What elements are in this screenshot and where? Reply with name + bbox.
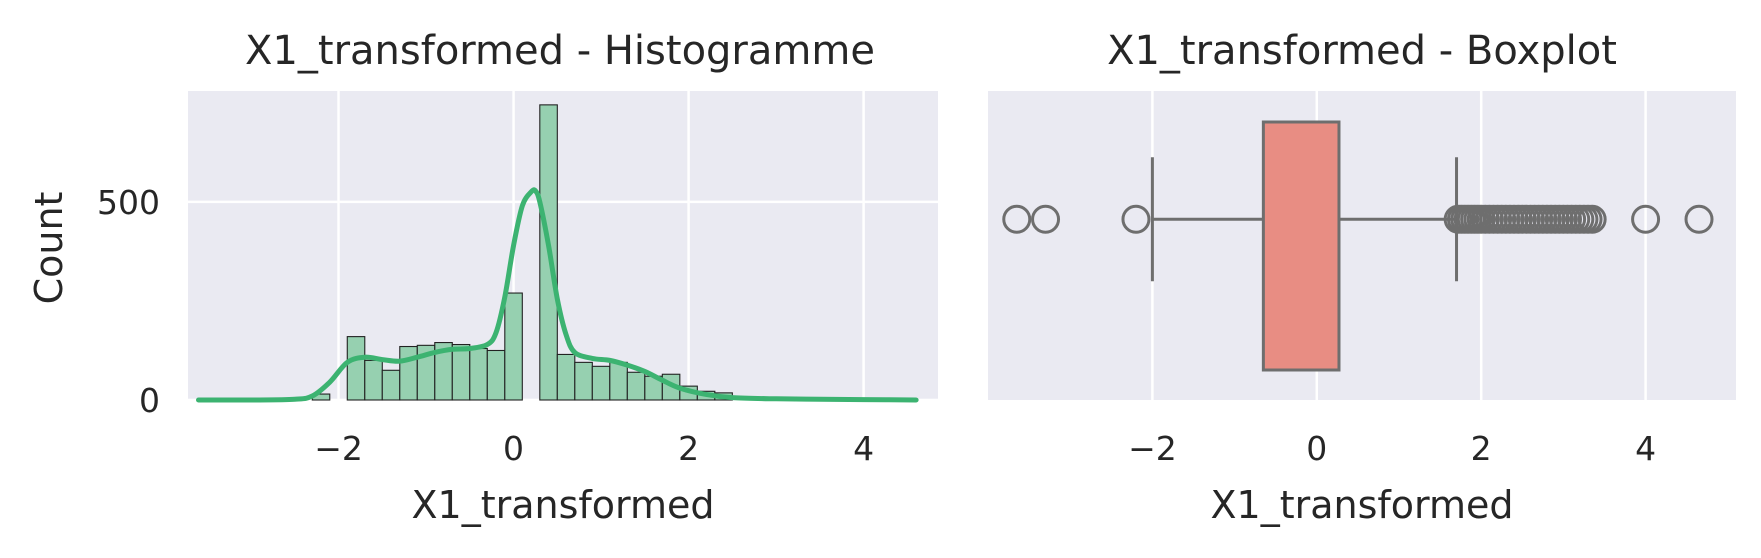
outlier-point: [1031, 204, 1061, 234]
outlier-point: [1631, 204, 1661, 234]
boxplot-plot-area: [988, 91, 1736, 400]
histogram-title: X1_transformed - Histogramme: [245, 28, 875, 74]
histogram-bar: [504, 292, 523, 401]
histogram-y-ticks: 0 500: [97, 183, 160, 420]
histogram-x-tick-label: 2: [678, 429, 699, 468]
histogram-bar: [486, 349, 506, 401]
boxplot-outliers: [1002, 204, 1714, 234]
histogram-bar: [381, 369, 401, 401]
histogram-bar: [626, 371, 646, 401]
boxplot-chart: X1_transformed - Boxplot −2 0 2 4 X1_transf…: [988, 28, 1736, 527]
histogram-chart: X1_transformed - Histogramme −2 0 2 4 0500 …: [27, 28, 938, 527]
histogram-y-tick-label: 0: [139, 381, 160, 420]
boxplot-x-tick-label: 2: [1471, 429, 1492, 468]
histogram-x-ticks: −2 0 2 4: [314, 429, 874, 468]
boxplot-x-ticks: −2 0 2 4: [1128, 429, 1656, 468]
boxplot-box-group: [1150, 120, 1459, 372]
boxplot-x-tick-label: 0: [1306, 429, 1327, 468]
histogram-x-tick-label: −2: [314, 429, 363, 468]
histogram-y-axis-label: Count: [27, 192, 71, 305]
outlier-point: [1121, 204, 1151, 234]
histogram-bar: [399, 345, 418, 401]
histogram-bar: [556, 353, 576, 401]
kde-curve: [196, 187, 919, 403]
boxplot-x-axis-label: X1_transformed: [1211, 483, 1514, 527]
outlier-point: [1577, 204, 1607, 234]
boxplot-title: X1_transformed - Boxplot: [1107, 28, 1617, 74]
histogram-bar: [574, 361, 593, 401]
histogram-x-tick-label: 0: [503, 429, 524, 468]
histogram-x-axis-label: X1_transformed: [412, 483, 715, 527]
histogram-bar: [609, 361, 628, 401]
histogram-y-tick-label: 500: [97, 183, 160, 222]
histogram-x-tick-label: 4: [853, 429, 874, 468]
histogram-bar: [364, 359, 383, 401]
boxplot-box: [1261, 120, 1341, 372]
outlier-point: [1002, 204, 1032, 234]
boxplot-x-tick-label: 4: [1635, 429, 1656, 468]
histogram-bar: [346, 336, 366, 401]
outlier-point: [1684, 204, 1714, 234]
histogram-bar: [591, 365, 611, 401]
boxplot-x-tick-label: −2: [1128, 429, 1177, 468]
histogram-bar: [451, 343, 471, 401]
histogram-bar: [469, 347, 488, 401]
histogram-plot-area: [188, 91, 938, 400]
